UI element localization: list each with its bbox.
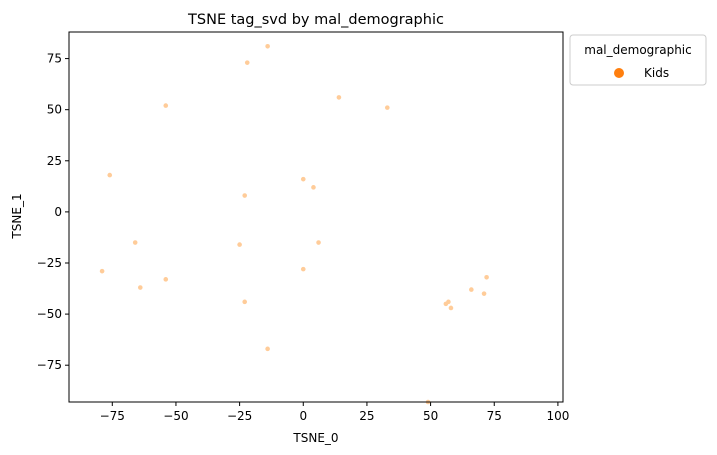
x-axis-ticks: −75 −50 −25 0 25 50 75 100: [100, 402, 569, 423]
data-point: [107, 172, 113, 178]
x-tick-label: 25: [359, 409, 374, 423]
data-point: [132, 240, 138, 245]
data-point: [481, 291, 487, 296]
data-point: [448, 305, 454, 311]
data-point: [384, 105, 390, 110]
y-tick-label: 0: [54, 205, 62, 219]
y-tick-label: 25: [47, 154, 62, 168]
y-tick-label: 50: [47, 103, 62, 117]
data-point: [446, 299, 451, 305]
y-tick-label: −50: [37, 307, 62, 321]
data-point: [242, 193, 248, 198]
data-point: [265, 346, 270, 352]
x-tick-label: −25: [227, 409, 252, 423]
data-point: [336, 95, 342, 100]
data-point: [316, 240, 321, 245]
data-point: [300, 266, 306, 272]
legend: mal_demographic Kids: [569, 34, 707, 86]
plot-frame: [68, 31, 564, 403]
legend-label-kids: Kids: [644, 66, 669, 80]
y-axis-ticks: −75 −50 −25 0 25 50 75: [37, 52, 69, 372]
data-point: [484, 275, 489, 280]
chart-title: TSNE tag_svd by mal_demographic: [187, 12, 444, 28]
y-axis-label: TSNE_1: [10, 193, 24, 239]
data-point: [469, 287, 474, 292]
data-point: [300, 176, 306, 182]
data-point: [163, 103, 169, 108]
data-point: [99, 268, 105, 274]
data-point: [137, 285, 143, 290]
legend-box: [569, 34, 707, 86]
data-point: [242, 299, 248, 305]
x-tick-label: 75: [487, 409, 502, 423]
x-tick-label: −50: [163, 409, 188, 423]
data-point: [265, 44, 270, 49]
data-point: [311, 185, 316, 190]
y-tick-label: 75: [47, 52, 62, 66]
x-tick-label: 50: [423, 409, 438, 423]
data-points: [99, 44, 489, 405]
legend-title: mal_demographic: [584, 43, 691, 57]
legend-marker-kids: [614, 68, 624, 78]
data-point: [237, 242, 242, 247]
data-point: [244, 60, 250, 65]
y-tick-label: −25: [37, 256, 62, 270]
x-tick-label: −75: [100, 409, 125, 423]
data-point: [163, 277, 169, 282]
x-axis-label: TSNE_0: [292, 431, 338, 445]
x-tick-label: 0: [299, 409, 307, 423]
x-tick-label: 100: [546, 409, 569, 423]
y-tick-label: −75: [37, 358, 62, 372]
